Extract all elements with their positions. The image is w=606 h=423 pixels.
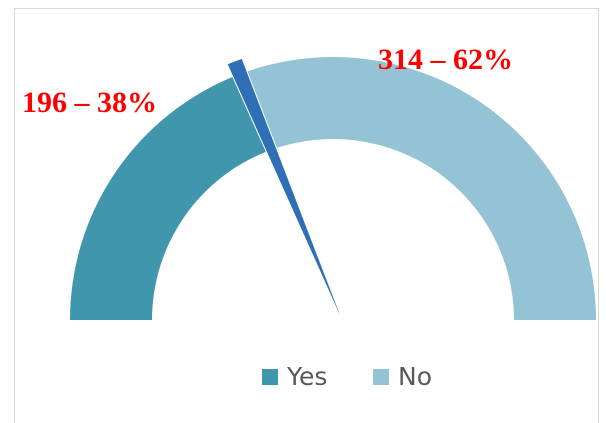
gauge-segment xyxy=(242,57,596,320)
gauge-segment xyxy=(70,75,267,321)
legend-swatch xyxy=(373,369,389,385)
data-label: 196 – 38% xyxy=(22,86,157,119)
legend-label: No xyxy=(398,362,432,391)
legend-swatch xyxy=(262,369,278,385)
data-label: 314 – 62% xyxy=(378,43,513,76)
gauge-needle xyxy=(226,57,348,333)
chart-frame xyxy=(14,8,599,423)
legend-label: Yes xyxy=(286,362,327,391)
